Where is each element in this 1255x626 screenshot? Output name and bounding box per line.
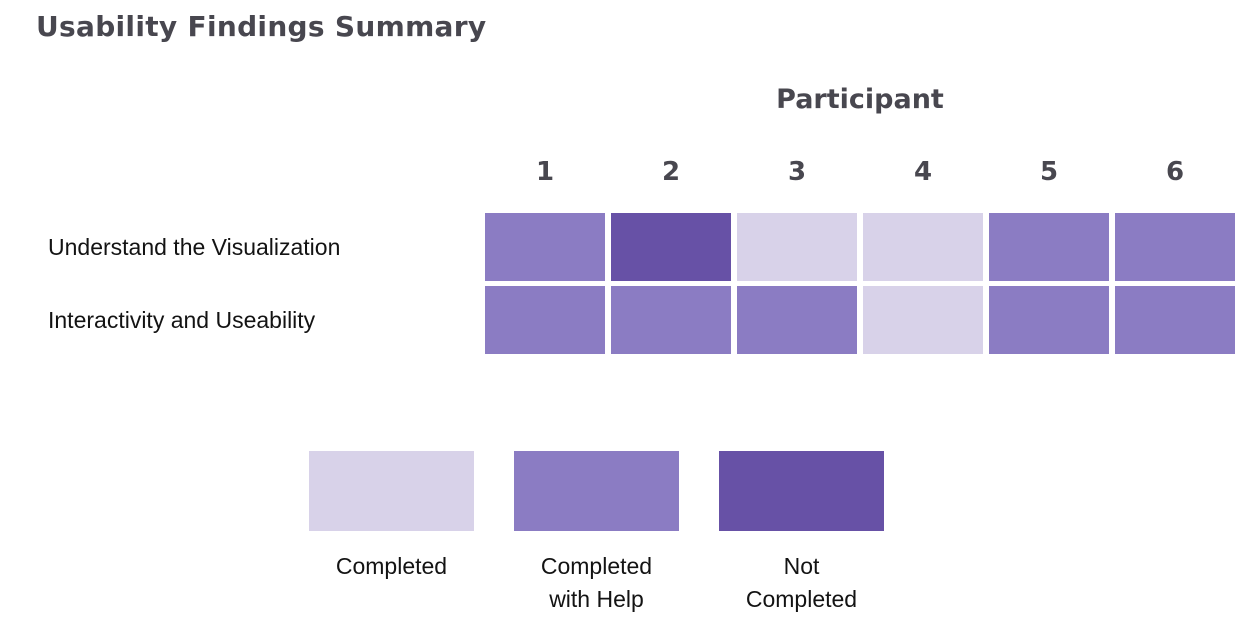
column-header-row: 1 2 3 4 5 6 (485, 157, 1235, 187)
column-label: 6 (1165, 157, 1185, 187)
heatmap-cell (863, 286, 983, 354)
heatmap-row (485, 213, 1235, 281)
legend-item: Completed (309, 451, 474, 616)
legend-label: Not Completed (745, 553, 858, 612)
heatmap-cell (737, 286, 857, 354)
legend-swatch (309, 451, 474, 531)
heatmap-cell (989, 286, 1109, 354)
legend: Completed Completed with Help Not Complete… (309, 451, 884, 616)
column-label: 1 (535, 157, 555, 187)
column-label: 5 (1039, 157, 1059, 187)
heatmap-cell (485, 213, 605, 281)
participant-axis-label: Participant (776, 84, 944, 115)
row-label: Understand the Visualization (48, 233, 341, 260)
legend-label: Completed with Help (540, 553, 653, 612)
legend-swatch (514, 451, 679, 531)
heatmap-cell (1115, 286, 1235, 354)
heatmap-cell (611, 213, 731, 281)
legend-label: Completed (335, 553, 448, 579)
heatmap-cell (1115, 213, 1235, 281)
column-label: 3 (787, 157, 807, 187)
heatmap-cell (989, 213, 1109, 281)
heatmap-row (485, 286, 1235, 354)
column-label: 2 (661, 157, 681, 187)
heatmap-grid (485, 213, 1235, 359)
legend-item: Not Completed (719, 451, 884, 616)
legend-swatch (719, 451, 884, 531)
column-label: 4 (913, 157, 933, 187)
heatmap-cell (485, 286, 605, 354)
heatmap-cell (863, 213, 983, 281)
row-label: Interactivity and Useability (48, 306, 316, 333)
legend-item: Completed with Help (514, 451, 679, 616)
chart-title: Usability Findings Summary (36, 10, 487, 43)
heatmap-cell (737, 213, 857, 281)
heatmap-cell (611, 286, 731, 354)
